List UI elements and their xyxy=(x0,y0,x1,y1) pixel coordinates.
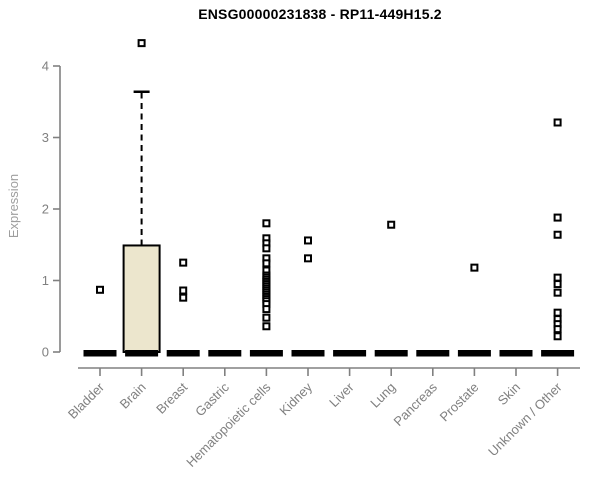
x-category-label: Unknown / Other xyxy=(485,379,565,459)
outlier-point xyxy=(137,39,146,48)
median-bar xyxy=(249,350,283,357)
y-tick-label: 4 xyxy=(42,59,49,74)
median-bar xyxy=(333,350,367,357)
outlier-point xyxy=(553,288,562,297)
y-tick-label: 0 xyxy=(42,345,49,360)
outlier-point xyxy=(96,285,104,294)
median-bar xyxy=(374,350,408,357)
outlier-point xyxy=(553,325,562,334)
x-category-label: Kidney xyxy=(276,379,315,418)
outlier-point xyxy=(553,332,562,341)
outlier-point xyxy=(553,213,562,222)
outlier-point xyxy=(304,236,312,245)
median-bar xyxy=(125,350,159,357)
x-category-label: Gastric xyxy=(192,379,232,419)
box-iqr xyxy=(122,244,161,353)
x-category-label: Breast xyxy=(153,379,190,416)
outlier-point xyxy=(262,322,271,331)
outlier-point xyxy=(553,280,562,289)
median-bar xyxy=(166,350,200,357)
x-category-label: Prostate xyxy=(437,380,482,425)
outlier-point xyxy=(262,259,271,268)
median-bar xyxy=(499,350,533,357)
median-bar xyxy=(416,350,450,357)
y-tick-label: 2 xyxy=(42,202,49,217)
outlier-point xyxy=(262,305,271,314)
y-tick-label: 3 xyxy=(42,130,49,145)
x-category-label: Pancreas xyxy=(390,379,440,429)
outlier-point xyxy=(304,254,312,263)
outlier-point xyxy=(262,244,271,253)
outlier-point xyxy=(553,308,562,317)
outlier-point xyxy=(470,263,479,272)
chart-title: ENSG00000231838 - RP11-449H15.2 xyxy=(198,6,442,22)
outlier-point xyxy=(387,220,396,229)
median-bar xyxy=(83,350,117,357)
outlier-point xyxy=(179,293,188,302)
x-category-label: Lung xyxy=(367,380,398,411)
outlier-point xyxy=(262,313,271,322)
x-category-label: Brain xyxy=(117,380,149,412)
median-bar xyxy=(457,350,491,357)
outlier-point xyxy=(179,258,188,267)
x-category-label: Skin xyxy=(495,380,523,408)
outlier-point xyxy=(553,118,562,127)
y-tick-label: 1 xyxy=(42,273,49,288)
outlier-point xyxy=(179,286,188,295)
outlier-point xyxy=(262,219,271,228)
x-category-label: Liver xyxy=(326,379,357,410)
y-axis-label: Expression xyxy=(6,173,21,239)
median-bar xyxy=(541,350,575,357)
median-bar xyxy=(208,350,242,357)
median-bar xyxy=(291,350,325,357)
outlier-point xyxy=(553,273,562,282)
x-category-label: Bladder xyxy=(65,379,108,422)
outlier-point xyxy=(553,230,562,239)
